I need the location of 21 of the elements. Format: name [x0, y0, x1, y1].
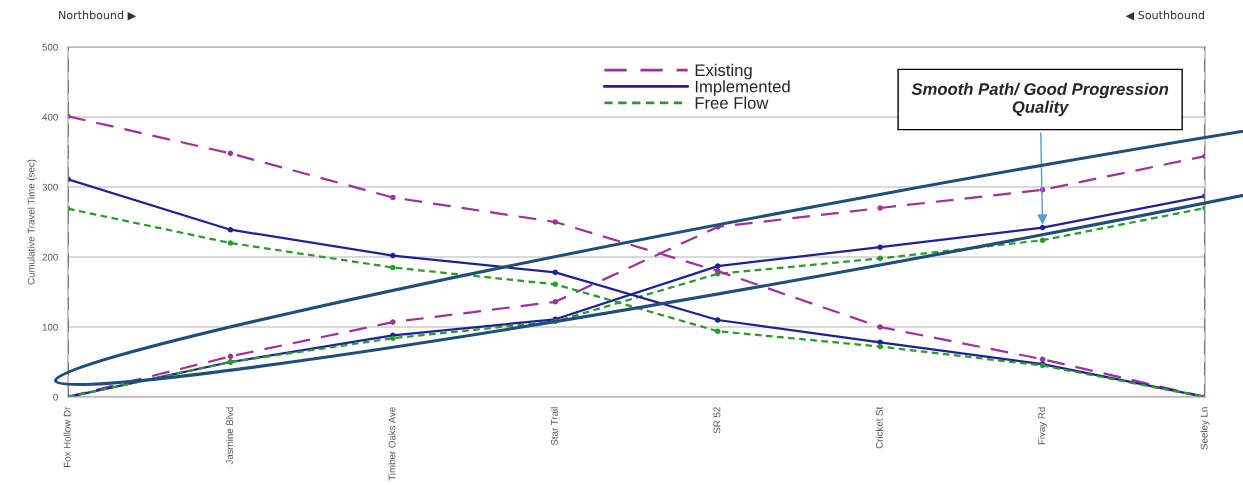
- x-tick-label: Fivay Rd: [1038, 407, 1048, 445]
- legend-label: Implemented: [695, 80, 790, 96]
- y-tick-label: 0: [53, 393, 58, 401]
- x-tick-label: Star Trail: [550, 407, 558, 446]
- text: ◀ Southbound: [1125, 10, 1204, 21]
- y-tick-label: 400: [42, 113, 58, 121]
- y-tick-label: 100: [42, 323, 58, 331]
- x-tick-label: Jasmine Blvd: [225, 407, 234, 465]
- x-tick-label: Cricket St: [875, 406, 883, 449]
- y-tick-label: 500: [42, 43, 58, 51]
- y-axis-title: Cumulative Travel Time (sec): [27, 159, 37, 285]
- legend-label: Existing: [695, 63, 752, 80]
- y-tick-label: 200: [42, 253, 58, 261]
- y-tick-label: 300: [42, 183, 58, 191]
- x-tick-label: SR 52: [713, 407, 721, 434]
- text: Northbound ▶: [59, 10, 137, 21]
- x-tick-label: Timber Oaks Ave: [388, 407, 396, 481]
- legend-label: Free Flow: [695, 96, 769, 109]
- annotation: Smooth Path/ Good Progression Quality: [911, 82, 1169, 117]
- x-tick-label: Fox Hollow Dr: [63, 406, 71, 467]
- x-tick-label: Seeley Ln: [1200, 407, 1210, 450]
